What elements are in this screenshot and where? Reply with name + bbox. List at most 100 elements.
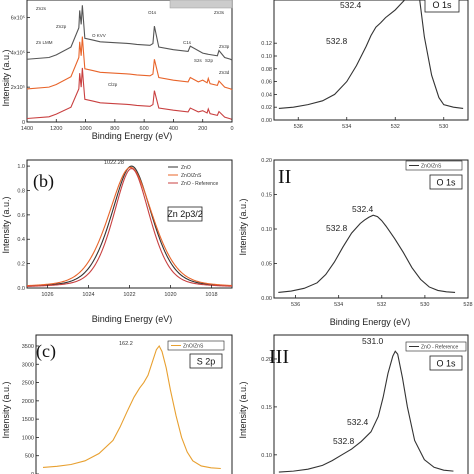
x-tick-label: 536 — [291, 302, 300, 308]
panel-II-xticks: 536 534 532 530 528 — [291, 295, 473, 308]
panel-III-yticks: 0.10 0.15 0.20 — [261, 357, 277, 459]
panel-I-xticks: 536 534 532 530 — [294, 117, 448, 130]
y-tick-label: 2x10⁵ — [11, 84, 25, 91]
panel-c-s2p: 0 500 1000 1500 2000 2500 3000 3500 (c) 162.2 Z… — [1, 334, 233, 474]
y-tick-label: 3000 — [22, 362, 34, 368]
x-tick-label: 534 — [334, 302, 343, 308]
panel-c-peak-label: 162.2 — [119, 341, 133, 347]
series-line — [26, 166, 233, 287]
panel-a-annotation: Zn3p — [219, 44, 230, 49]
panel-II-o1s: 0.000.050.100.150.20 536 534 532 530 528 II … — [238, 158, 473, 327]
y-tick-label: 0.05 — [261, 262, 272, 268]
panel-a-annotation: S2s — [194, 58, 203, 63]
y-tick-label: 0 — [31, 472, 34, 474]
y-tick-label: 0.10 — [261, 227, 272, 233]
y-tick-label: 2000 — [22, 399, 34, 405]
x-tick-label: 530 — [439, 124, 448, 130]
legend-label: ZnO - Reference — [181, 181, 218, 187]
y-tick-label: 0.00 — [261, 296, 272, 302]
panel-III-peak-label: 532.4 — [347, 417, 369, 427]
x-tick-label: 534 — [342, 124, 351, 130]
y-tick-label: 0.02 — [261, 105, 272, 111]
y-tick-label: 2500 — [22, 381, 34, 387]
x-tick-label: 1026 — [41, 292, 53, 298]
panel-b-legend: ZnO ZnO/ZnS ZnO - Reference — [168, 165, 218, 187]
panel-III-ylabel: Intensity (a.u.) — [238, 381, 248, 438]
x-tick-label: 1000 — [79, 126, 91, 132]
y-tick-label: 4x10⁵ — [11, 49, 25, 56]
panel-III-o1s: 0.10 0.15 0.20 III ZnO - Reference O 1s 53… — [238, 334, 469, 474]
panel-III-plot — [273, 334, 469, 474]
axes-frame — [26, 0, 233, 123]
axes-frame — [273, 334, 469, 474]
x-tick-label: 800 — [110, 126, 119, 132]
panel-I-peak-label: 532.8 — [326, 36, 348, 46]
series-line — [26, 167, 233, 287]
panel-c-plot — [35, 334, 233, 474]
x-tick-label: 532 — [391, 124, 400, 130]
series-line — [26, 36, 233, 91]
x-tick-label: 1020 — [164, 292, 176, 298]
y-tick-label: 0 — [22, 120, 25, 126]
series-line — [278, 214, 456, 294]
panel-II-xlabel: Binding Energy (eV) — [330, 317, 411, 327]
panel-a-annotation: Cl2p — [108, 82, 118, 87]
panel-a-annotation: O1s — [148, 10, 157, 15]
series-line — [278, 0, 464, 110]
x-tick-label: 536 — [294, 124, 303, 130]
x-tick-label: 1400 — [21, 126, 33, 132]
x-tick-label: 600 — [140, 126, 149, 132]
panel-c-legend-box — [167, 340, 225, 351]
panel-b-xlabel: Binding Energy (eV) — [92, 314, 173, 324]
y-tick-label: 0.12 — [261, 41, 272, 47]
y-tick-label: 0.0 — [17, 286, 25, 292]
legend-label: ZnO/ZnS — [421, 164, 442, 170]
panel-II-peak-label: 532.4 — [352, 204, 374, 214]
x-tick-label: 1200 — [50, 126, 62, 132]
y-tick-label: 1000 — [22, 435, 34, 441]
y-tick-label: 0.6 — [17, 213, 25, 219]
panel-c-ylabel: Intensity (a.u.) — [1, 381, 11, 438]
panel-a-survey: 6x10⁵ 4x10⁵ 2x10⁵ 0 1400 1200 1000 800 600 400 20… — [1, 0, 234, 141]
panel-I-label: O 1s — [432, 0, 452, 10]
y-tick-label: 0.00 — [261, 118, 272, 124]
y-tick-label: 0.08 — [261, 67, 272, 73]
panel-III-peak-label: 532.8 — [333, 436, 355, 446]
panel-a-annotation: C1s — [183, 40, 192, 45]
panel-a-legend-box — [169, 0, 233, 9]
panel-a-annotation: Zn LMM — [36, 40, 53, 45]
x-tick-label: 1024 — [82, 292, 94, 298]
series-line — [26, 165, 233, 287]
panel-b-ylabel: Intensity (a.u.) — [1, 196, 11, 253]
legend-label: ZnO/ZnS — [181, 173, 202, 179]
axes-frame — [35, 334, 233, 474]
panel-b-plot — [26, 159, 233, 289]
panel-b-zn2p: 0.00.20.40.60.81.0 1026 1024 1022 1020 1018 … — [1, 159, 233, 324]
panel-c-label-box — [189, 353, 223, 369]
panel-c-letter: (c) — [36, 341, 56, 362]
x-tick-label: 400 — [169, 126, 178, 132]
x-tick-label: 200 — [198, 126, 207, 132]
panel-c-label: S 2p — [197, 357, 216, 367]
panel-I-yticks: 0.00 0.02 0.04 0.06 0.08 0.10 0.12 — [261, 41, 277, 124]
y-tick-label: 0.15 — [261, 193, 272, 199]
y-tick-label: 1500 — [22, 417, 34, 423]
panel-a-annotation: Zn2s — [36, 6, 47, 11]
x-tick-label: 530 — [420, 302, 429, 308]
panel-a-annotation: Zn3d — [219, 70, 230, 75]
panel-I-label-box — [424, 0, 460, 13]
legend-label: ZnO - Reference — [421, 345, 458, 351]
x-tick-label: 1022 — [123, 292, 135, 298]
panel-III-label: O 1s — [436, 359, 456, 369]
panel-b-letter: (b) — [33, 171, 54, 192]
panel-a-annotation: S2p — [205, 58, 214, 63]
panel-III-label-box — [429, 355, 463, 371]
y-tick-label: 0.04 — [261, 92, 272, 98]
y-tick-label: 0.10 — [261, 54, 272, 60]
series-line — [278, 350, 454, 473]
panel-b-xticks: 1026 1024 1022 1020 1018 — [41, 285, 218, 298]
y-tick-label: 500 — [25, 454, 34, 460]
panel-b-label-box — [167, 206, 203, 222]
panel-II-yticks: 0.00 0.05 0.10 0.15 0.20 — [261, 158, 277, 302]
